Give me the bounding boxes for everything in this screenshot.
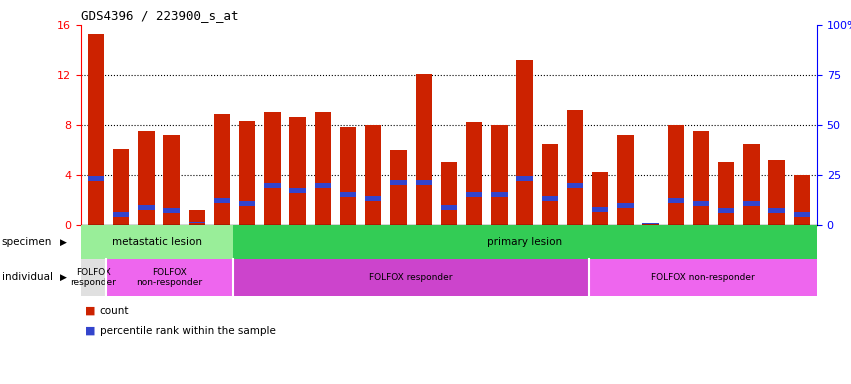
Bar (794, 212, 810, 217)
Bar (315, 184, 331, 189)
Text: FOLFOX
responder: FOLFOX responder (71, 268, 117, 287)
Bar (88, 34, 104, 225)
Text: ▶: ▶ (60, 237, 67, 247)
Bar (391, 150, 407, 225)
Bar (163, 135, 180, 225)
Text: ▶: ▶ (60, 273, 67, 282)
Text: count: count (100, 306, 129, 316)
Bar (365, 125, 381, 225)
Bar (465, 122, 483, 225)
Text: FOLFOX non-responder: FOLFOX non-responder (651, 273, 755, 282)
Bar (667, 125, 684, 225)
Bar (617, 135, 633, 225)
Bar (163, 209, 180, 214)
Bar (718, 162, 734, 225)
Bar (743, 201, 760, 206)
Bar (617, 204, 633, 209)
Bar (391, 180, 407, 185)
Bar (567, 184, 583, 189)
Bar (643, 223, 659, 225)
Bar (541, 196, 558, 201)
Bar (113, 212, 129, 217)
Bar (214, 199, 231, 204)
Bar (643, 223, 659, 224)
Text: FOLFOX
non-responder: FOLFOX non-responder (137, 268, 203, 287)
Bar (441, 205, 457, 210)
Bar (315, 113, 331, 225)
Text: ■: ■ (85, 306, 95, 316)
Bar (415, 180, 432, 185)
Bar (794, 175, 810, 225)
Bar (517, 60, 533, 225)
Bar (768, 209, 785, 214)
Text: metastatic lesion: metastatic lesion (112, 237, 202, 247)
Bar (189, 210, 205, 225)
Bar (138, 205, 155, 210)
Bar (592, 172, 608, 225)
Text: individual: individual (2, 272, 53, 283)
Bar (667, 199, 684, 204)
Bar (189, 222, 205, 223)
Bar (768, 160, 785, 225)
Bar (239, 121, 255, 225)
Bar (239, 201, 255, 206)
Bar (214, 114, 231, 225)
Bar (465, 192, 483, 197)
Bar (718, 209, 734, 214)
Bar (88, 176, 104, 181)
Bar (289, 189, 306, 194)
Bar (541, 144, 558, 225)
Bar (365, 196, 381, 201)
Bar (289, 118, 306, 225)
Text: percentile rank within the sample: percentile rank within the sample (100, 326, 276, 336)
Bar (415, 74, 432, 225)
Bar (265, 113, 281, 225)
Bar (592, 207, 608, 212)
Text: GDS4396 / 223900_s_at: GDS4396 / 223900_s_at (81, 9, 238, 22)
Bar (340, 192, 357, 197)
Text: ■: ■ (85, 326, 95, 336)
Bar (441, 162, 457, 225)
Bar (340, 127, 357, 225)
Bar (693, 131, 709, 225)
Bar (517, 176, 533, 181)
Bar (265, 184, 281, 189)
Text: primary lesion: primary lesion (488, 237, 563, 247)
Text: specimen: specimen (2, 237, 52, 247)
Bar (693, 201, 709, 206)
Bar (567, 110, 583, 225)
Bar (113, 149, 129, 225)
Bar (491, 125, 507, 225)
Bar (138, 131, 155, 225)
Bar (491, 192, 507, 197)
Bar (743, 144, 760, 225)
Text: FOLFOX responder: FOLFOX responder (369, 273, 453, 282)
